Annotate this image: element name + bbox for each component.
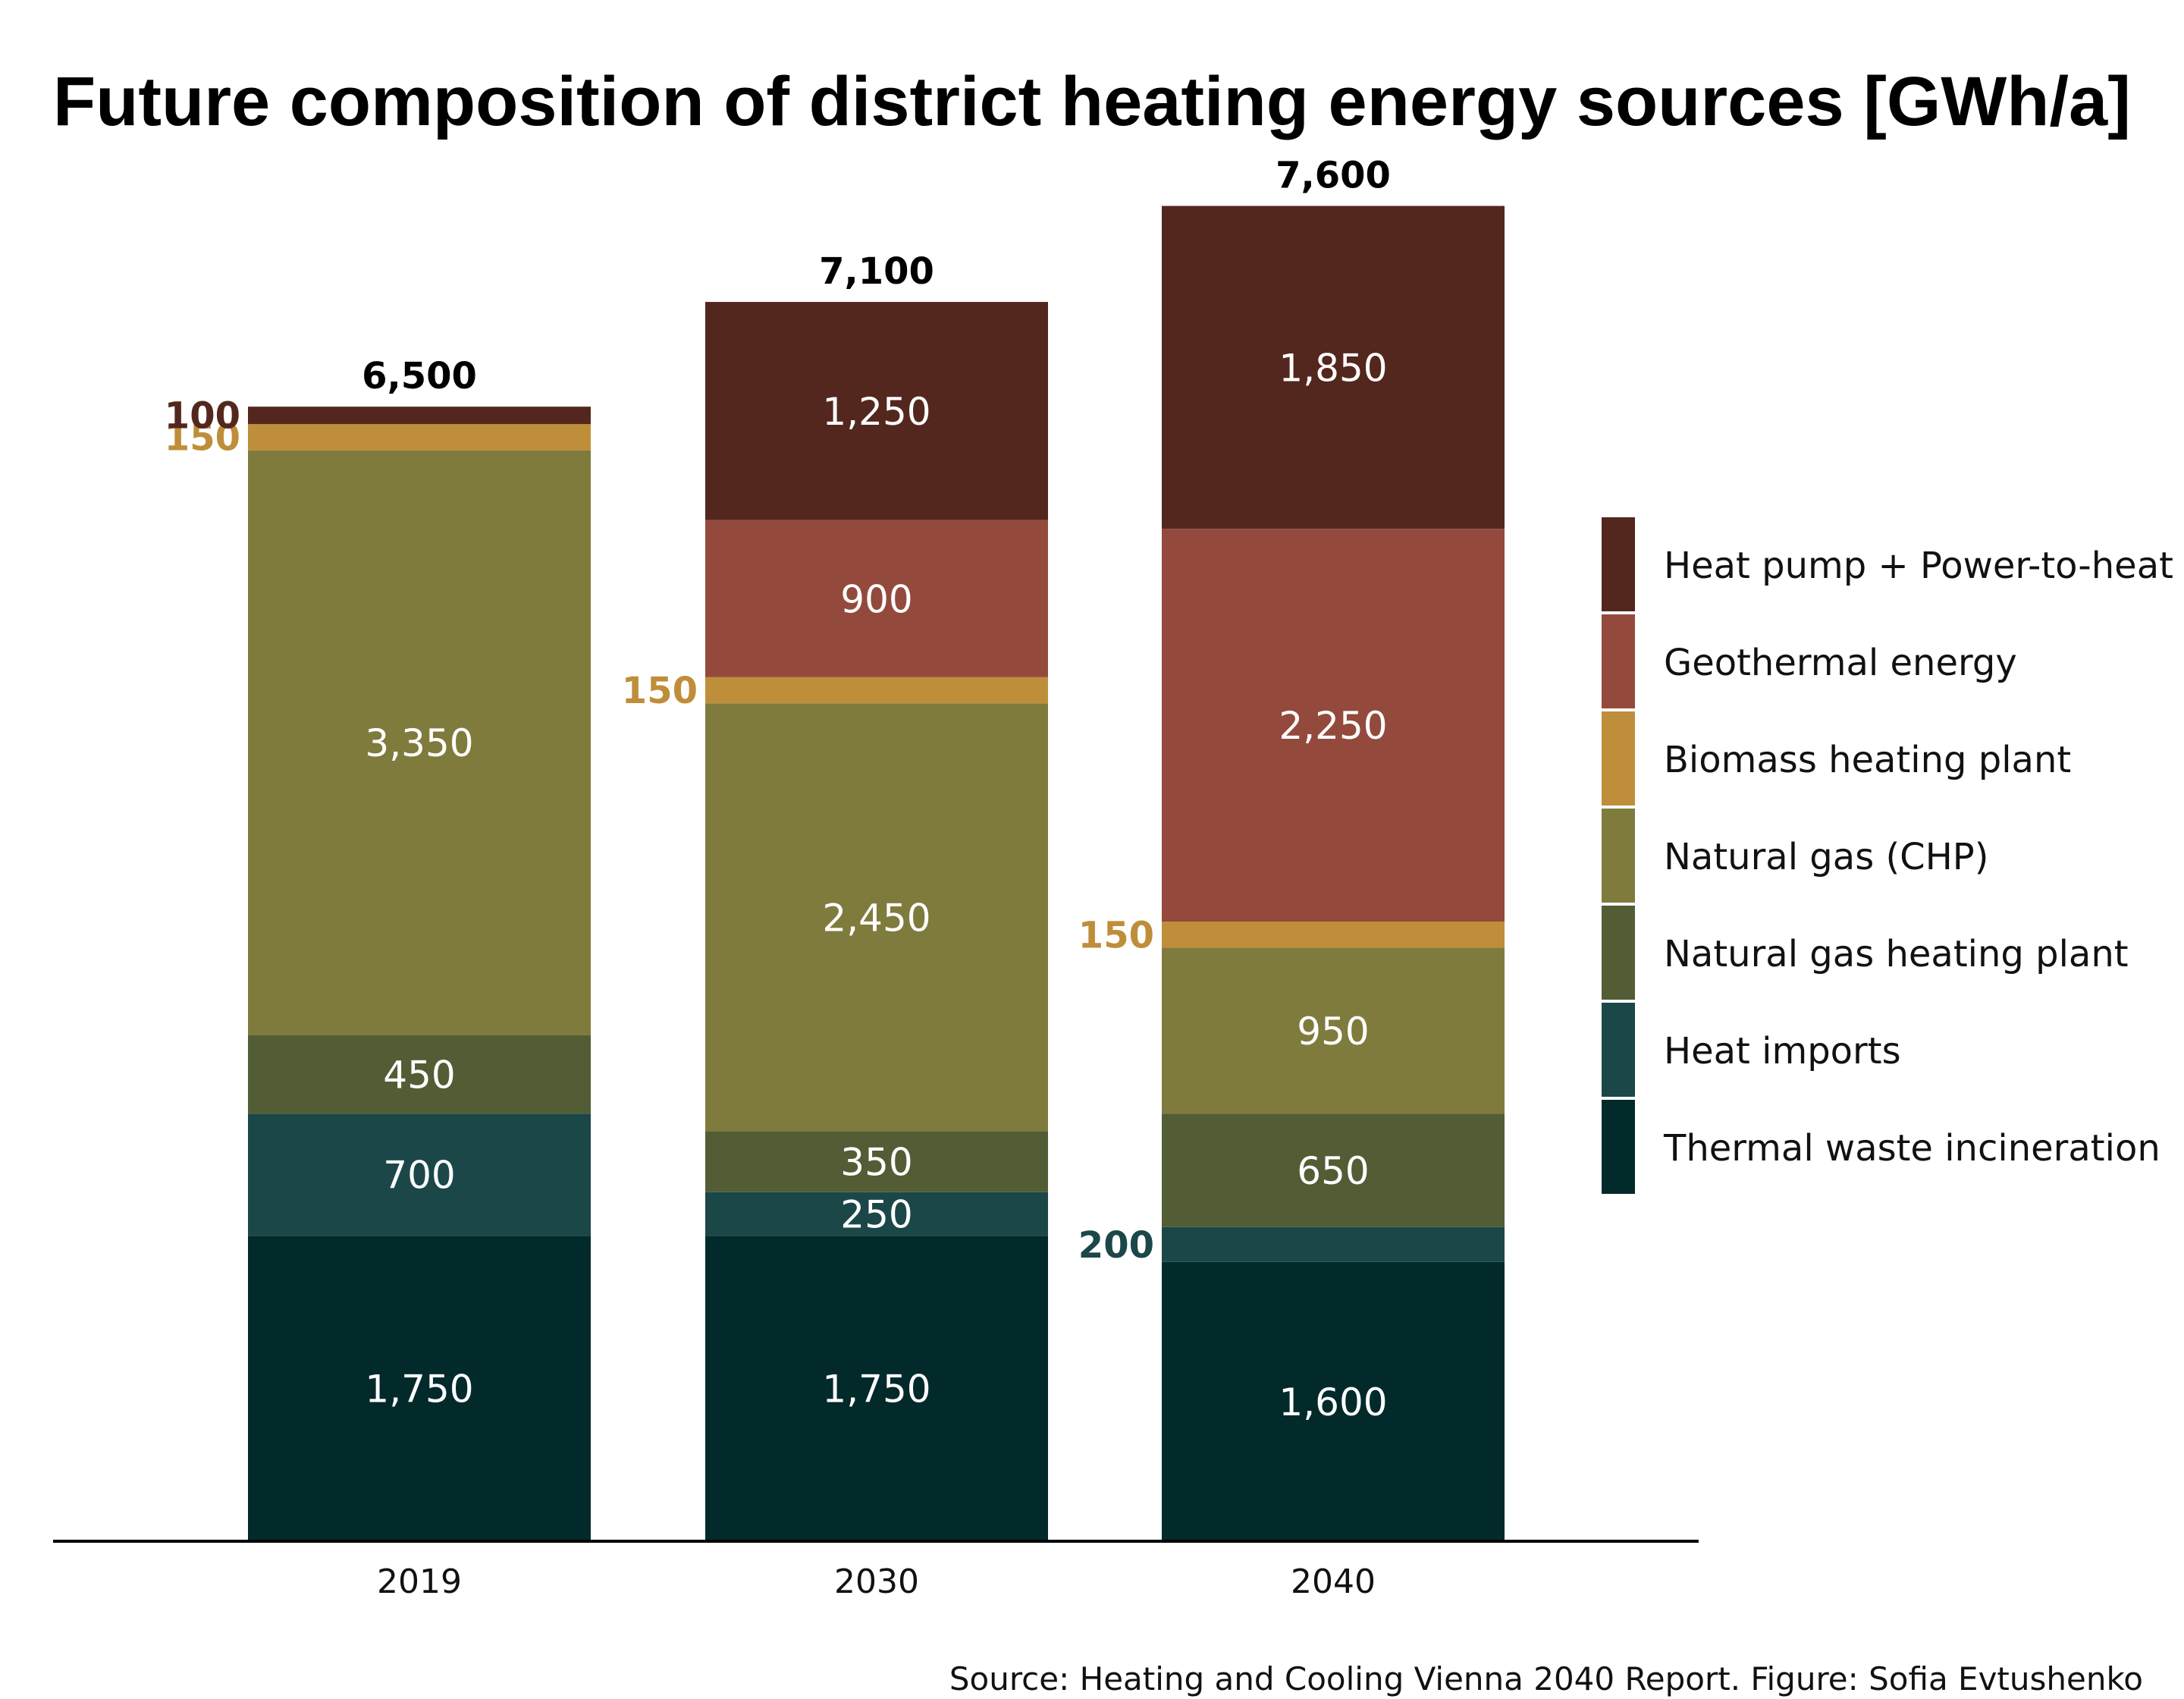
bar-total-2019: 6,500 (362, 355, 477, 397)
segment-label-2040-4: 150 (1078, 914, 1154, 956)
legend-label-2: Biomass heating plant (1664, 739, 2071, 781)
segment-label-2030-0: 1,750 (822, 1368, 930, 1412)
x-tick-labels: 2019 2030 2040 (377, 1562, 1376, 1601)
bar-segment-2030-5 (705, 520, 1048, 677)
bar-segment-2019-1 (248, 1113, 591, 1236)
bar-segment-2030-4 (705, 677, 1048, 704)
segment-label-2040-2: 650 (1297, 1149, 1369, 1193)
x-tick-2019: 2019 (377, 1562, 462, 1601)
segment-label-2019-3: 3,350 (365, 721, 473, 765)
bar-segment-2040-0 (1162, 1261, 1505, 1541)
segment-label-2040-6: 1,850 (1279, 346, 1387, 390)
segment-label-2040-0: 1,600 (1279, 1380, 1387, 1424)
legend-label-3: Natural gas (CHP) (1664, 836, 1988, 878)
segment-label-2019-0: 1,750 (365, 1368, 473, 1412)
segment-label-2019-2: 450 (383, 1053, 455, 1097)
segment-label-2040-3: 950 (1297, 1010, 1369, 1054)
segment-label-2030-3: 2,450 (822, 896, 930, 940)
bar-segment-2030-2 (705, 1131, 1048, 1192)
segment-label-2030-5: 900 (840, 577, 912, 621)
chart-title: Future composition of district heating e… (53, 63, 2131, 140)
bar-segment-2030-1 (705, 1192, 1048, 1236)
legend-swatch-5 (1602, 1003, 1635, 1097)
x-tick-2030: 2030 (834, 1562, 919, 1601)
legend-label-0: Heat pump + Power-to-heat (1664, 545, 2173, 587)
bar-segment-2040-1 (1162, 1226, 1505, 1262)
bar-segment-2040-5 (1162, 529, 1505, 922)
bar-segment-2030-3 (705, 703, 1048, 1132)
bar-total-2030: 7,100 (819, 250, 934, 293)
segment-label-2040-5: 2,250 (1279, 704, 1387, 748)
segment-label-2030-4: 150 (622, 670, 698, 712)
bars-group: 1,7507004503,3501501006,5001,7502503502,… (165, 154, 1505, 1541)
bar-segment-2040-3 (1162, 947, 1505, 1114)
source-note: Source: Heating and Cooling Vienna 2040 … (949, 1660, 2143, 1697)
bar-segment-2040-4 (1162, 922, 1505, 948)
legend-swatch-6 (1602, 1100, 1635, 1194)
bar-segment-2040-2 (1162, 1113, 1505, 1227)
x-tick-2040: 2040 (1291, 1562, 1376, 1601)
legend-label-1: Geothermal energy (1664, 642, 2017, 684)
bar-segment-2030-6 (705, 302, 1048, 520)
legend-swatch-4 (1602, 906, 1635, 1000)
legend-swatch-0 (1602, 517, 1635, 611)
bar-segment-2030-0 (705, 1236, 1048, 1541)
legend-swatch-3 (1602, 809, 1635, 903)
legend-swatch-2 (1602, 711, 1635, 806)
segment-label-2019-6: 100 (165, 395, 240, 438)
segment-label-2019-4: 150 (165, 416, 240, 459)
bar-segment-2019-6 (248, 407, 591, 425)
bar-segment-2019-4 (248, 424, 591, 451)
segment-label-2030-1: 250 (840, 1193, 912, 1237)
bar-segment-2040-6 (1162, 206, 1505, 529)
bar-segment-2019-2 (248, 1035, 591, 1114)
legend: Heat pump + Power-to-heat Geothermal ener… (1602, 517, 2173, 1194)
bar-segment-2019-0 (248, 1236, 591, 1541)
bar-total-2040: 7,600 (1276, 154, 1391, 196)
segment-label-2030-6: 1,250 (822, 390, 930, 434)
segment-label-2019-1: 700 (383, 1154, 455, 1198)
segment-label-2030-2: 350 (840, 1140, 912, 1184)
legend-label-6: Thermal waste incineration (1663, 1127, 2160, 1170)
segment-label-2040-1: 200 (1078, 1224, 1154, 1267)
legend-swatch-1 (1602, 614, 1635, 708)
legend-label-5: Heat imports (1664, 1030, 1901, 1072)
legend-label-4: Natural gas heating plant (1664, 933, 2129, 975)
bar-segment-2019-3 (248, 450, 591, 1035)
